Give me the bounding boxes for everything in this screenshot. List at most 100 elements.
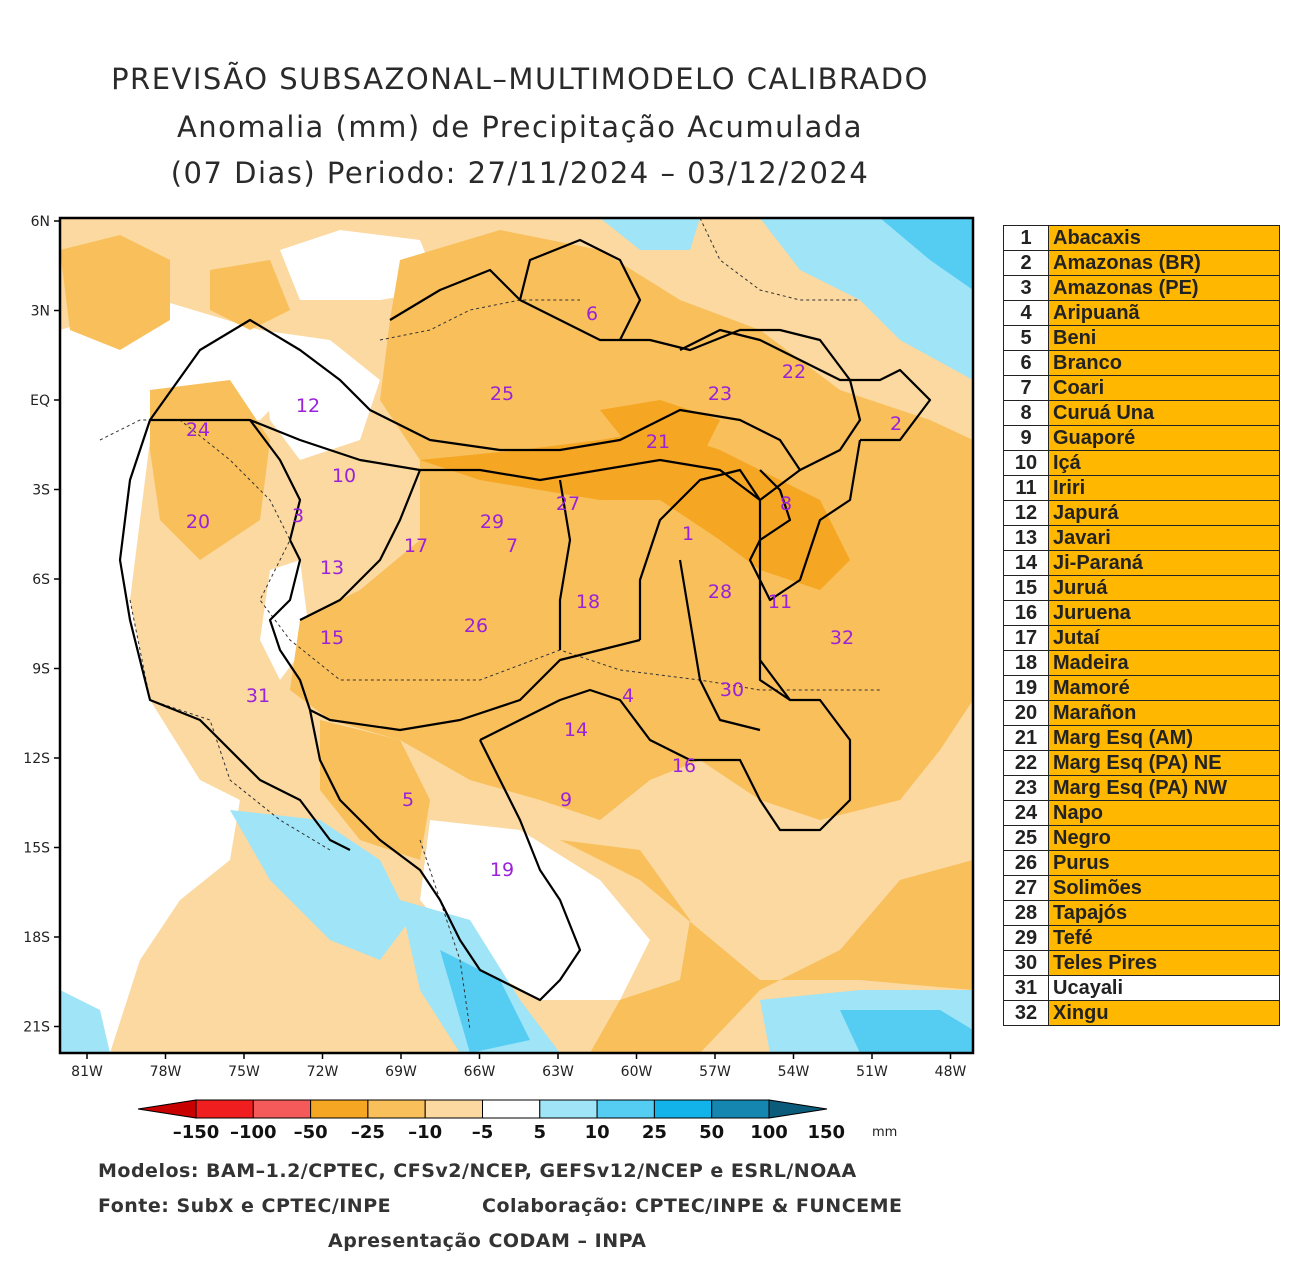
legend-basin-name: Marañon xyxy=(1048,700,1280,726)
colorbar-label: –25 xyxy=(351,1122,385,1143)
lon-tick-label: 54W xyxy=(778,1064,810,1080)
colorbar-swatch xyxy=(367,1099,426,1119)
lat-tick-label: 6N xyxy=(31,214,50,230)
legend-number: 4 xyxy=(1003,300,1049,326)
legend-number: 7 xyxy=(1003,375,1049,401)
basin-label-28: 28 xyxy=(708,581,732,603)
legend-basin-name: Purus xyxy=(1048,850,1280,876)
legend-row: 2 Amazonas (BR) xyxy=(1003,250,1280,276)
basin-label-12: 12 xyxy=(296,395,320,417)
lat-tick-label: 3S xyxy=(32,483,50,499)
lat-tick-label: 12S xyxy=(23,751,50,767)
basin-number-labels: 1 2 3 4 5 6 7 8 9 10 11 12 13 14 15 16 1… xyxy=(186,303,902,881)
basin-outlines xyxy=(118,238,932,1002)
basin-label-26: 26 xyxy=(464,615,488,637)
legend-row: 7 Coari xyxy=(1003,375,1280,401)
colorbar-label: 5 xyxy=(534,1122,547,1143)
legend-row: 20 Marañon xyxy=(1003,700,1280,726)
basin-label-13: 13 xyxy=(320,557,344,579)
legend-basin-name: Japurá xyxy=(1048,500,1280,526)
basin-label-21: 21 xyxy=(646,431,670,453)
basin-label-31: 31 xyxy=(246,685,270,707)
colorbar-label: –50 xyxy=(294,1122,328,1143)
map-title-line-1: PREVISÃO SUBSAZONAL–MULTIMODELO CALIBRAD… xyxy=(111,62,929,96)
colorbar-label: –10 xyxy=(408,1122,442,1143)
colorbar-label: 150 xyxy=(808,1122,846,1143)
basin-label-18: 18 xyxy=(576,591,600,613)
colorbar-label: 50 xyxy=(699,1122,724,1143)
basin-legend-table: 1 Abacaxis 2 Amazonas (BR) 3 Amazonas (PE) 4 Ar… xyxy=(1003,225,1280,1026)
basin-label-1: 1 xyxy=(682,523,694,545)
legend-basin-name: Teles Pires xyxy=(1048,950,1280,976)
legend-basin-name: Marg Esq (PA) NE xyxy=(1048,750,1280,776)
legend-row: 19 Mamoré xyxy=(1003,675,1280,701)
basin-label-5: 5 xyxy=(402,789,414,811)
legend-row: 3 Amazonas (PE) xyxy=(1003,275,1280,301)
legend-row: 13 Javari xyxy=(1003,525,1280,551)
legend-row: 18 Madeira xyxy=(1003,650,1280,676)
lat-tick-label: 3N xyxy=(31,304,50,320)
legend-basin-name: Marg Esq (AM) xyxy=(1048,725,1280,751)
legend-row: 6 Branco xyxy=(1003,350,1280,376)
legend-basin-name: Coari xyxy=(1048,375,1280,401)
legend-basin-name: Juruá xyxy=(1048,575,1280,601)
legend-basin-name: Amazonas (PE) xyxy=(1048,275,1280,301)
basin-label-16: 16 xyxy=(672,755,696,777)
legend-row: 9 Guaporé xyxy=(1003,425,1280,451)
colorbar-swatch xyxy=(482,1099,541,1119)
colorbar-swatch xyxy=(424,1099,484,1119)
lon-tick-label: 57W xyxy=(699,1064,731,1080)
legend-basin-name: Madeira xyxy=(1048,650,1280,676)
legend-basin-name: Ji-Paraná xyxy=(1048,550,1280,576)
legend-number: 26 xyxy=(1003,850,1049,876)
lon-tick-label: 48W xyxy=(935,1064,967,1080)
legend-basin-name: Aripuanã xyxy=(1048,300,1280,326)
lat-tick-label: EQ xyxy=(30,393,50,409)
legend-row: 28 Tapajós xyxy=(1003,900,1280,926)
legend-basin-name: Tapajós xyxy=(1048,900,1280,926)
basin-label-27: 27 xyxy=(556,493,580,515)
legend-number: 5 xyxy=(1003,325,1049,351)
legend-row: 10 Içá xyxy=(1003,450,1280,476)
colorbar-label: –5 xyxy=(472,1122,494,1143)
basin-label-7: 7 xyxy=(506,535,518,557)
legend-number: 19 xyxy=(1003,675,1049,701)
colorbar-unit: mm xyxy=(872,1125,897,1140)
legend-number: 10 xyxy=(1003,450,1049,476)
map-frame xyxy=(58,216,975,1055)
legend-number: 1 xyxy=(1003,225,1049,251)
lon-tick-label: 63W xyxy=(542,1064,574,1080)
legend-row: 30 Teles Pires xyxy=(1003,950,1280,976)
legend-number: 25 xyxy=(1003,825,1049,851)
colorbar-swatch xyxy=(252,1099,312,1119)
legend-number: 13 xyxy=(1003,525,1049,551)
basin-label-17: 17 xyxy=(404,535,428,557)
legend-number: 11 xyxy=(1003,475,1049,501)
basin-label-29: 29 xyxy=(480,511,504,533)
latitude-axis: 6N 3N EQ 3S 6S 9S 12S 15S 18S 21S xyxy=(23,214,60,1036)
footer-presentation: Apresentação CODAM – INPA xyxy=(328,1230,647,1252)
map-title-line-2: Anomalia (mm) de Precipitação Acumulada xyxy=(176,110,864,144)
basin-label-6: 6 xyxy=(586,303,598,325)
legend-basin-name: Solimões xyxy=(1048,875,1280,901)
legend-number: 24 xyxy=(1003,800,1049,826)
basin-label-14: 14 xyxy=(564,719,588,741)
lon-tick-label: 69W xyxy=(385,1064,417,1080)
basin-label-19: 19 xyxy=(490,859,514,881)
legend-basin-name: Tefé xyxy=(1048,925,1280,951)
lon-tick-label: 78W xyxy=(150,1064,182,1080)
basin-label-23: 23 xyxy=(708,383,732,405)
colorbar-left-arrow xyxy=(137,1099,197,1119)
colorbar-label: 100 xyxy=(750,1122,788,1143)
legend-basin-name: Jutaí xyxy=(1048,625,1280,651)
basin-label-25: 25 xyxy=(490,383,514,405)
precipitation-anomaly-map: 6N 3N EQ 3S 6S 9S 12S 15S 18S 21S 81W 78W 75W 72W 69W… xyxy=(23,214,975,1080)
basin-label-2: 2 xyxy=(890,413,902,435)
legend-row: 17 Jutaí xyxy=(1003,625,1280,651)
legend-row: 23 Marg Esq (PA) NW xyxy=(1003,775,1280,801)
basin-label-3: 3 xyxy=(292,505,304,527)
legend-basin-name: Iriri xyxy=(1048,475,1280,501)
legend-number: 32 xyxy=(1003,1000,1049,1026)
legend-number: 28 xyxy=(1003,900,1049,926)
legend-number: 21 xyxy=(1003,725,1049,751)
